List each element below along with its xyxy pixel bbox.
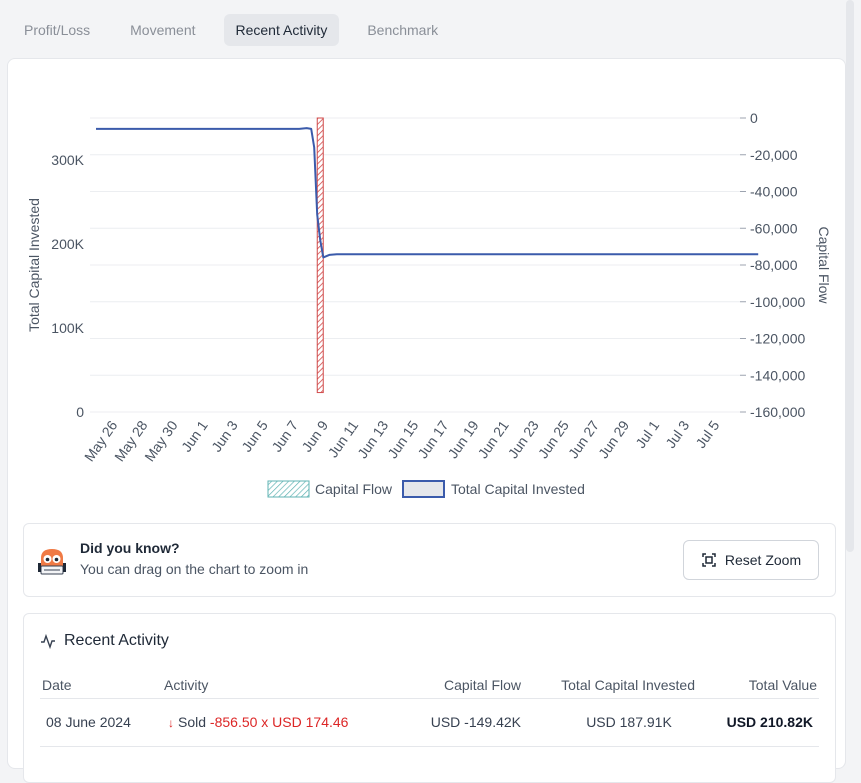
tip-card: Did you know? You can drag on the chart … bbox=[23, 523, 836, 597]
left-tick-label: 100K bbox=[51, 320, 84, 336]
capital-invested-line bbox=[96, 127, 759, 259]
tab-bar: Profit/Loss Movement Recent Activity Ben… bbox=[12, 14, 466, 46]
left-axis-ticks: 0 100K 200K 300K bbox=[51, 152, 84, 420]
col-total-capital[interactable]: Total Capital Invested bbox=[523, 672, 697, 699]
recent-activity-card: Recent Activity Date Activity Capital Fl… bbox=[23, 613, 836, 783]
x-tick-label: Jul 1 bbox=[632, 417, 662, 451]
row-capital-flow: USD -149.42K bbox=[392, 698, 523, 747]
x-tick-label: Jun 29 bbox=[595, 417, 632, 461]
right-tick-label: -120,000 bbox=[750, 331, 805, 347]
x-tick-label: Jun 3 bbox=[208, 417, 241, 454]
x-tick-label: Jun 23 bbox=[505, 417, 542, 461]
x-tick-label: Jun 21 bbox=[475, 417, 512, 461]
col-total-value[interactable]: Total Value bbox=[697, 672, 819, 699]
x-tick-label: Jul 5 bbox=[692, 417, 722, 451]
chart-legend[interactable]: Capital Flow Total Capital Invested bbox=[267, 480, 585, 498]
tip-title: Did you know? bbox=[80, 540, 180, 556]
left-tick-label: 200K bbox=[51, 236, 84, 252]
legend-swatch-total-capital bbox=[402, 480, 445, 498]
right-tick-label: -40,000 bbox=[750, 184, 798, 200]
col-capital-flow[interactable]: Capital Flow bbox=[392, 672, 523, 699]
tip-text: You can drag on the chart to zoom in bbox=[80, 561, 309, 577]
right-tick-label: 0 bbox=[750, 110, 758, 126]
row-total-value: USD 210.82K bbox=[697, 698, 819, 747]
reset-zoom-label: Reset Zoom bbox=[724, 552, 802, 568]
left-tick-label: 0 bbox=[76, 404, 84, 420]
x-tick-label: Jun 25 bbox=[535, 417, 572, 461]
zoom-reset-icon bbox=[702, 553, 716, 567]
right-tick-label: -100,000 bbox=[750, 294, 805, 310]
activity-pulse-icon bbox=[41, 633, 55, 649]
right-tick-label: -60,000 bbox=[750, 220, 798, 236]
legend-swatch-capital-flow bbox=[267, 480, 310, 498]
x-tick-label: Jun 7 bbox=[268, 417, 301, 454]
x-tick-label: Jun 17 bbox=[414, 417, 451, 461]
activity-table: Date Activity Capital Flow Total Capital… bbox=[40, 672, 819, 747]
tab-recent-activity[interactable]: Recent Activity bbox=[223, 14, 340, 46]
left-axis-label: Total Capital Invested bbox=[26, 198, 42, 332]
x-tick-label: Jun 15 bbox=[384, 417, 421, 461]
right-tick-label: -20,000 bbox=[750, 147, 798, 163]
table-row[interactable]: 08 June 2024 ↓ Sold -856.50 x USD 174.46 … bbox=[40, 698, 819, 747]
right-tick-label: -160,000 bbox=[750, 404, 805, 420]
right-tick-label: -80,000 bbox=[750, 257, 798, 273]
tab-benchmark[interactable]: Benchmark bbox=[367, 22, 439, 38]
x-tick-label: Jun 5 bbox=[238, 417, 271, 454]
mascot-icon bbox=[38, 549, 66, 575]
left-tick-label: 300K bbox=[51, 152, 84, 168]
row-activity: ↓ Sold -856.50 x USD 174.46 bbox=[162, 698, 392, 747]
recent-activity-header: Recent Activity bbox=[40, 632, 169, 650]
scrollbar-thumb[interactable] bbox=[846, 0, 854, 552]
row-total-capital: USD 187.91K bbox=[523, 698, 697, 747]
table-header-row: Date Activity Capital Flow Total Capital… bbox=[40, 672, 819, 699]
col-activity[interactable]: Activity bbox=[162, 672, 392, 699]
x-tick-label: Jun 1 bbox=[178, 417, 211, 454]
right-tick-label: -140,000 bbox=[750, 367, 805, 383]
right-axis-ticks: 0 -20,000 -40,000 -60,000 -80,000 -100,000 -12… bbox=[740, 110, 805, 420]
row-action: Sold bbox=[178, 714, 207, 730]
right-axis-label: Capital Flow bbox=[816, 226, 832, 304]
row-date: 08 June 2024 bbox=[40, 698, 162, 747]
legend-label-total-capital[interactable]: Total Capital Invested bbox=[451, 481, 585, 497]
reset-zoom-button[interactable]: Reset Zoom bbox=[683, 540, 819, 580]
sell-arrow-icon: ↓ bbox=[168, 716, 174, 730]
x-tick-label: Jun 27 bbox=[565, 417, 602, 461]
tab-movement[interactable]: Movement bbox=[130, 22, 196, 38]
capital-chart[interactable]: 0 100K 200K 300K 0 -20,000 -40,000 -60,000 -80,… bbox=[0, 0, 861, 510]
total-capital-line bbox=[96, 127, 759, 259]
x-tick-label: Jul 3 bbox=[662, 417, 692, 451]
x-tick-label: Jun 19 bbox=[444, 417, 481, 461]
col-date[interactable]: Date bbox=[40, 672, 162, 699]
recent-activity-title: Recent Activity bbox=[64, 632, 169, 649]
legend-label-capital-flow[interactable]: Capital Flow bbox=[315, 481, 393, 497]
x-tick-label: Jun 13 bbox=[354, 417, 391, 461]
chart-gridlines bbox=[90, 117, 740, 413]
tab-profit-loss[interactable]: Profit/Loss bbox=[24, 22, 91, 38]
row-detail: -856.50 x USD 174.46 bbox=[209, 714, 349, 730]
